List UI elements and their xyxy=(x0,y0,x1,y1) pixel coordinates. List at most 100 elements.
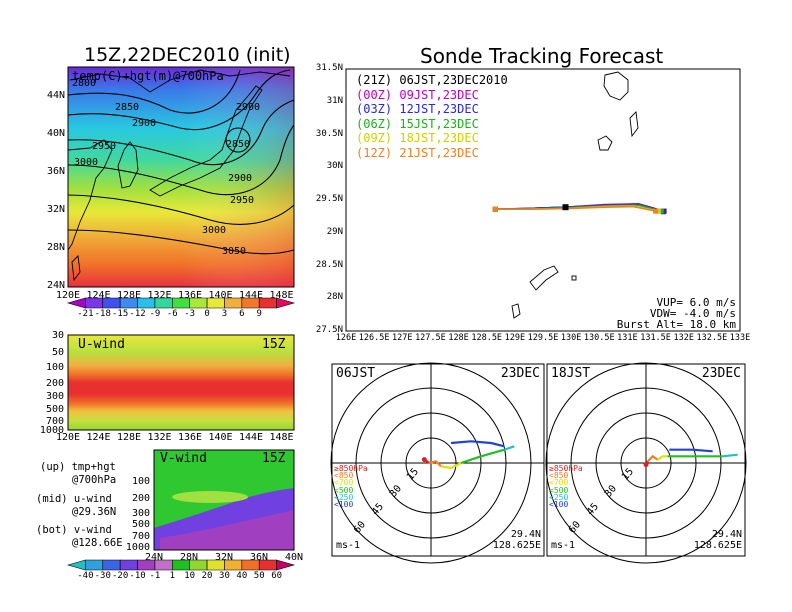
track-y-tick: 30.5N xyxy=(315,128,343,139)
uwind-x-tick: 124E xyxy=(86,432,111,443)
wind-colorbar-swatch xyxy=(119,559,138,571)
coastline-north xyxy=(69,69,291,93)
vwind-y-tick: 100 xyxy=(131,476,150,487)
map-colorbar-tick: -21 xyxy=(77,309,94,319)
track-annotation: VUP= 6.0 m/s xyxy=(656,296,736,309)
hodograph-segment xyxy=(669,448,713,453)
hodograph-frame xyxy=(331,363,545,557)
map-colorbar-tick: 3 xyxy=(221,309,228,319)
track-x-tick: 129.5E xyxy=(527,333,559,343)
island-south xyxy=(511,303,521,319)
vwind-x-tick: 36N xyxy=(249,552,269,563)
vwind-y-tick: 1000 xyxy=(125,542,150,553)
hodograph-segment xyxy=(429,460,442,468)
wind-colorbar-tick: -30 xyxy=(94,571,111,581)
track-y-tick: 29.5N xyxy=(315,194,343,204)
wind-colorbar-tick: -1 xyxy=(149,571,161,581)
map-contour-label: 2900 xyxy=(132,118,157,129)
map-field-label: temp(C)+hgt(m)@700hPa xyxy=(72,69,224,83)
track-y-tick: 31N xyxy=(326,95,343,106)
map-colorbar-tick: 6 xyxy=(239,309,245,319)
track-legend-item: (03Z) 12JST,23DEC xyxy=(356,102,479,116)
track-plot-area xyxy=(345,68,741,332)
map-lat-tick: 44N xyxy=(46,90,65,101)
hodograph-date: 23DEC xyxy=(500,366,540,381)
wind-colorbar-swatch xyxy=(85,559,104,571)
hodograph-title: 18JST xyxy=(551,366,591,381)
map-panel-title: 15Z,22DEC2010 (init) xyxy=(84,44,291,66)
track-x-tick: 132.5E xyxy=(696,333,728,343)
uwind-y-tick: 50 xyxy=(51,347,64,358)
track-x-tick: 127.5E xyxy=(415,333,446,343)
vwind-y-tick: 200 xyxy=(131,493,150,504)
hodograph-segment xyxy=(503,445,515,451)
hodograph-level-legend: ≥850hPa xyxy=(549,464,583,473)
coastline-japan xyxy=(149,85,263,197)
hodograph-segment xyxy=(460,448,505,465)
map-lon-tick: 136E xyxy=(177,290,203,301)
hodograph-segment xyxy=(646,454,659,463)
wind-colorbar-swatch xyxy=(276,559,296,571)
hodograph-level-legend: <250 xyxy=(334,492,354,502)
uwind-y-tick: 700 xyxy=(45,416,64,427)
side-legend-line: (mid) u-wind xyxy=(36,493,112,505)
track-chart-title: Sonde Tracking Forecast xyxy=(420,44,664,68)
track-annotation: Burst Alt= 18.0 km xyxy=(616,318,736,331)
map-lon-tick: 148E xyxy=(269,290,294,301)
map-colorbar-tick: -18 xyxy=(94,309,111,319)
island-tanegashima xyxy=(629,111,639,138)
hodograph-level-legend: <100 xyxy=(334,500,354,509)
track-legend-item: (12Z) 21JST,23DEC xyxy=(356,145,479,160)
track-y-tick: 31.5N xyxy=(315,63,343,73)
vwind-x-tick: 40N xyxy=(284,552,304,563)
wind-colorbar-tick: 30 xyxy=(219,571,230,581)
map-contour-label: 3000 xyxy=(74,157,99,168)
track-legend-item: (00Z) 09JST,23DEC xyxy=(356,87,479,102)
track-legend-item: (21Z) 06JST,23DEC2010 xyxy=(356,73,508,87)
map-lat-tick: 36N xyxy=(46,166,65,177)
wind-colorbar-tick: 20 xyxy=(201,571,213,581)
hodograph-level-legend: <850 xyxy=(334,471,354,481)
map-contour-label: 2850 xyxy=(115,102,140,113)
uwind-x-tick: 120E xyxy=(55,432,81,443)
map-lat-tick: 28N xyxy=(46,242,65,253)
map-colorbar-tick: -15 xyxy=(112,309,129,319)
hodograph-start-point xyxy=(643,462,649,468)
track-x-tick: 133E xyxy=(729,333,751,343)
track-x-tick: 132E xyxy=(673,333,694,343)
track-series-line xyxy=(495,205,656,212)
hodograph-segment xyxy=(722,453,738,458)
uwind-x-tick: 128E xyxy=(116,432,142,443)
track-y-tick: 28.5N xyxy=(315,259,343,270)
vwind-y-tick: 300 xyxy=(131,508,150,519)
vwind-x-tick: 28N xyxy=(179,552,199,563)
hodograph-location: 29.4N xyxy=(510,529,541,540)
map-lon-tick: 140E xyxy=(208,290,233,301)
vwind-y-tick: 700 xyxy=(131,531,150,542)
uwind-x-tick: 148E xyxy=(269,432,294,443)
track-point xyxy=(658,208,664,214)
map-lon-tick: 144E xyxy=(238,290,264,301)
track-midpoint xyxy=(562,204,569,211)
uwind-y-tick: 200 xyxy=(45,378,64,389)
hodograph-level-legend: <700 xyxy=(334,478,354,488)
track-y-tick: 28N xyxy=(326,292,343,303)
track-x-tick: 131E xyxy=(617,333,638,343)
map-colorbar-tick: -12 xyxy=(129,309,146,319)
map-lon-tick: 132E xyxy=(147,290,172,301)
hodograph-18jst xyxy=(545,362,747,564)
vwind-plot-area xyxy=(153,449,295,551)
map-lon-tick: 128E xyxy=(116,290,142,301)
hodograph-level-legend: <100 xyxy=(549,500,569,509)
coastline-taiwan xyxy=(71,255,81,282)
track-legend-item: (09Z) 18JST,23DEC xyxy=(356,131,479,145)
track-legend-item: (06Z) 15JST,23DEC xyxy=(356,116,479,131)
vwind-x-tick: 32N xyxy=(214,552,234,563)
hodograph-segment xyxy=(440,462,462,470)
side-legend-line: @29.36N xyxy=(72,506,117,518)
wind-colorbar-tick: 40 xyxy=(236,571,248,581)
map-lon-tick: 124E xyxy=(86,290,111,301)
track-x-tick: 130E xyxy=(560,333,582,343)
hodograph-level-legend: <250 xyxy=(549,492,569,502)
